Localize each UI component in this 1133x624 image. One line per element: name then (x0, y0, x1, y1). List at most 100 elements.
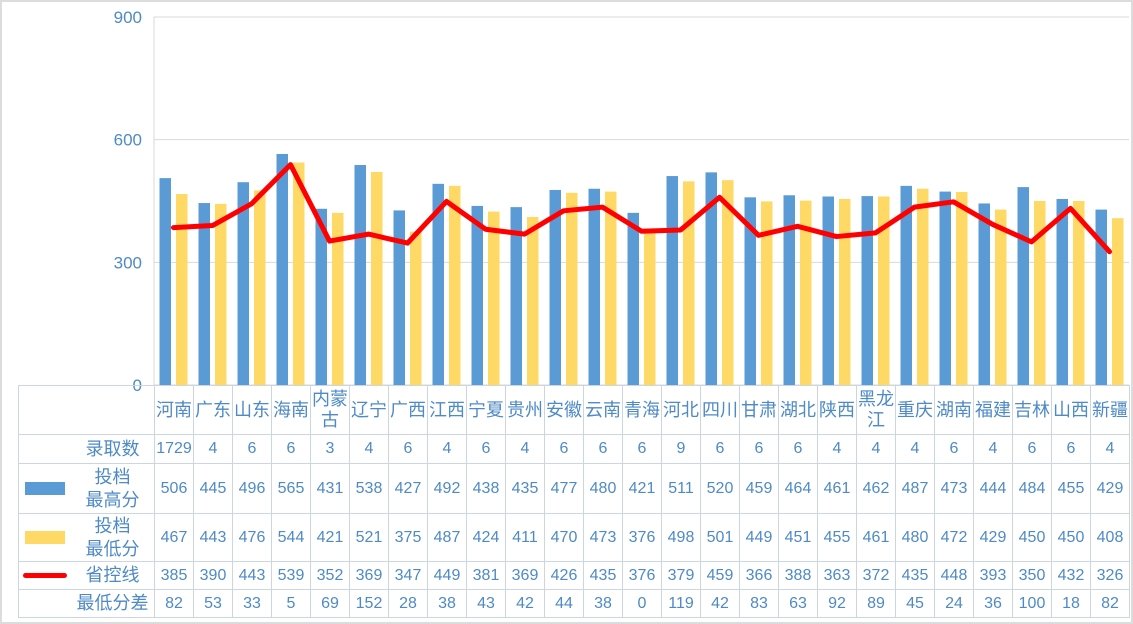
bar-max-score-海南 (276, 153, 288, 385)
bar-min-score-广西 (410, 231, 422, 385)
cell-admission-count-辽宁: 4 (349, 434, 389, 464)
cell-admission-count-重庆: 4 (895, 434, 935, 464)
cell-control-line-新疆: 326 (1090, 561, 1130, 590)
cell-min-score-山西: 450 (1051, 513, 1091, 562)
cell-min-score-福建: 429 (973, 513, 1013, 562)
cell-max-score-山西: 455 (1051, 463, 1091, 514)
cell-min-score-gap-甘肃: 83 (739, 589, 779, 618)
y-axis-tick-label: 600 (114, 131, 142, 150)
bar-max-score-湖北 (783, 195, 795, 385)
cell-min-score-gap-湖南: 24 (934, 589, 974, 618)
cell-min-score-四川: 501 (700, 513, 740, 562)
cell-max-score-贵州: 435 (505, 463, 545, 514)
row-header-min-score: 投档 最低分 (18, 513, 155, 562)
row-header-min-score-gap: 最低分差 (18, 589, 155, 618)
bar-max-score-贵州 (510, 207, 522, 385)
cell-min-score-甘肃: 449 (739, 513, 779, 562)
bar-min-score-贵州 (527, 216, 539, 385)
category-label-辽宁: 辽宁 (349, 385, 389, 435)
cell-min-score-gap-江西: 38 (427, 589, 467, 618)
category-label-湖北: 湖北 (778, 385, 818, 435)
bar-max-score-黑龙江 (861, 196, 873, 385)
bar-min-score-山西 (1073, 201, 1085, 385)
row-header-control-line: 省控线 (18, 561, 155, 590)
cell-control-line-安徽: 426 (544, 561, 584, 590)
cell-admission-count-吉林: 6 (1012, 434, 1052, 464)
table-corner-cell (18, 385, 155, 435)
category-label-内蒙古: 内蒙古 (310, 385, 350, 435)
cell-min-score-云南: 473 (583, 513, 623, 562)
bar-min-score-黑龙江 (878, 196, 890, 385)
cell-max-score-江西: 492 (427, 463, 467, 514)
bar-min-score-吉林 (1034, 201, 1046, 385)
cell-min-score-gap-吉林: 100 (1012, 589, 1052, 618)
cell-control-line-山东: 443 (232, 561, 272, 590)
bar-min-score-陕西 (839, 198, 851, 385)
cell-control-line-广西: 347 (388, 561, 428, 590)
cell-min-score-新疆: 408 (1090, 513, 1130, 562)
row-header-max-score: 投档 最高分 (18, 463, 155, 514)
bar-min-score-河北 (683, 181, 695, 385)
bar-min-score-山东 (254, 190, 266, 385)
cell-control-line-湖北: 388 (778, 561, 818, 590)
category-label-新疆: 新疆 (1090, 385, 1130, 435)
cell-control-line-海南: 539 (271, 561, 311, 590)
cell-max-score-云南: 480 (583, 463, 623, 514)
category-label-河南: 河南 (154, 385, 194, 435)
cell-control-line-吉林: 350 (1012, 561, 1052, 590)
cell-min-score-陕西: 455 (817, 513, 857, 562)
row-label-control-line: 省控线 (85, 565, 140, 586)
cell-control-line-河北: 379 (661, 561, 701, 590)
cell-max-score-吉林: 484 (1012, 463, 1052, 514)
cell-max-score-湖北: 464 (778, 463, 818, 514)
control-line-line-swatch-icon (23, 573, 67, 578)
cell-min-score-黑龙江: 461 (856, 513, 896, 562)
table-row-min-score: 投档 最低分 467 443 476 544 421 521 375 487 424 411 470 4… (18, 513, 1130, 562)
cell-admission-count-广东: 4 (193, 434, 233, 464)
bar-max-score-重庆 (900, 185, 912, 385)
cell-admission-count-贵州: 4 (505, 434, 545, 464)
cell-admission-count-四川: 6 (700, 434, 740, 464)
cell-max-score-山东: 496 (232, 463, 272, 514)
category-label-贵州: 贵州 (505, 385, 545, 435)
bar-max-score-宁夏 (471, 205, 483, 385)
cell-max-score-四川: 520 (700, 463, 740, 514)
cell-min-score-gap-青海: 0 (622, 589, 662, 618)
cell-control-line-山西: 432 (1051, 561, 1091, 590)
cell-min-score-gap-云南: 38 (583, 589, 623, 618)
legend-key-max-score (20, 482, 72, 495)
bar-max-score-山西 (1056, 198, 1068, 385)
cell-admission-count-宁夏: 6 (466, 434, 506, 464)
cell-max-score-黑龙江: 462 (856, 463, 896, 514)
cell-admission-count-青海: 6 (622, 434, 662, 464)
bar-max-score-湖南 (939, 191, 951, 385)
bar-min-score-青海 (644, 231, 656, 385)
cell-admission-count-安徽: 6 (544, 434, 584, 464)
bar-max-score-广西 (393, 210, 405, 385)
bar-min-score-福建 (995, 209, 1007, 385)
bar-max-score-内蒙古 (315, 208, 327, 385)
category-label-安徽: 安徽 (544, 385, 584, 435)
cell-min-score-gap-山西: 18 (1051, 589, 1091, 618)
bar-max-score-云南 (588, 188, 600, 385)
cell-control-line-甘肃: 366 (739, 561, 779, 590)
cell-min-score-gap-辽宁: 152 (349, 589, 389, 618)
bar-max-score-新疆 (1095, 209, 1107, 385)
cell-control-line-宁夏: 381 (466, 561, 506, 590)
bar-max-score-四川 (705, 172, 717, 385)
cell-max-score-重庆: 487 (895, 463, 935, 514)
cell-max-score-宁夏: 438 (466, 463, 506, 514)
cell-min-score-河北: 498 (661, 513, 701, 562)
cell-control-line-河南: 385 (154, 561, 194, 590)
category-label-海南: 海南 (271, 385, 311, 435)
bar-min-score-甘肃 (761, 201, 773, 385)
bar-min-score-河南 (176, 194, 188, 385)
cell-admission-count-陕西: 4 (817, 434, 857, 464)
cell-min-score-gap-黑龙江: 89 (856, 589, 896, 618)
bar-min-score-湖北 (800, 200, 812, 385)
cell-max-score-青海: 421 (622, 463, 662, 514)
cell-admission-count-江西: 4 (427, 434, 467, 464)
category-label-湖南: 湖南 (934, 385, 974, 435)
cell-min-score-gap-山东: 33 (232, 589, 272, 618)
